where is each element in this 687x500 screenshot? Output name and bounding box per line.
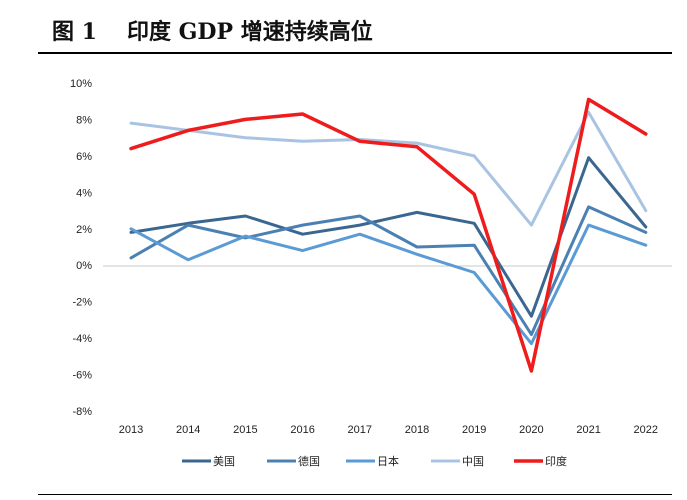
y-tick-label: -2%	[72, 297, 92, 309]
legend-label: 日本	[377, 454, 399, 468]
x-tick-label: 2014	[176, 424, 200, 436]
y-tick-label: 6%	[76, 151, 92, 163]
series-line-1	[129, 205, 648, 336]
x-tick-label: 2019	[462, 424, 486, 436]
legend-label: 美国	[213, 455, 235, 468]
series-group	[129, 97, 648, 373]
y-tick-label: -6%	[72, 370, 92, 382]
y-tick-label: 10%	[70, 78, 92, 90]
figure-number: 图 1	[52, 19, 97, 45]
x-axis: 2013 2014 2015 2016 2017 2018 2019 2020 2021 2022	[119, 424, 658, 436]
bottom-rule	[38, 494, 672, 495]
y-tick-label: -4%	[72, 333, 92, 345]
top-rule	[38, 52, 672, 54]
y-tick-label: 4%	[76, 187, 92, 199]
legend: 美国 德国 日本 中国 印度	[182, 454, 567, 468]
series-line-4	[129, 97, 648, 373]
y-tick-label: 2%	[76, 224, 92, 236]
y-tick-label: -8%	[72, 406, 92, 418]
x-tick-label: 2017	[348, 424, 372, 436]
x-tick-label: 2016	[290, 424, 314, 436]
legend-label: 印度	[545, 454, 567, 468]
series-line-0	[129, 156, 648, 318]
legend-label: 中国	[462, 455, 484, 468]
x-tick-label: 2021	[576, 424, 600, 436]
legend-label: 德国	[298, 454, 320, 468]
x-tick-label: 2013	[119, 424, 143, 436]
figure-caption: 印度 GDP 增速持续高位	[126, 19, 373, 45]
figure-title: 图 1 印度 GDP 增速持续高位	[52, 14, 373, 48]
x-tick-label: 2015	[233, 424, 257, 436]
x-tick-label: 2018	[405, 424, 429, 436]
y-axis: 10% 8% 6% 4% 2% 0% -2% -4% -6% -8%	[70, 78, 92, 418]
series-line-2	[129, 223, 648, 346]
y-tick-label: 0%	[76, 260, 92, 272]
x-tick-label: 2022	[634, 424, 658, 436]
y-tick-label: 8%	[76, 114, 92, 126]
x-tick-label: 2020	[519, 424, 543, 436]
series-line-3	[129, 110, 648, 227]
